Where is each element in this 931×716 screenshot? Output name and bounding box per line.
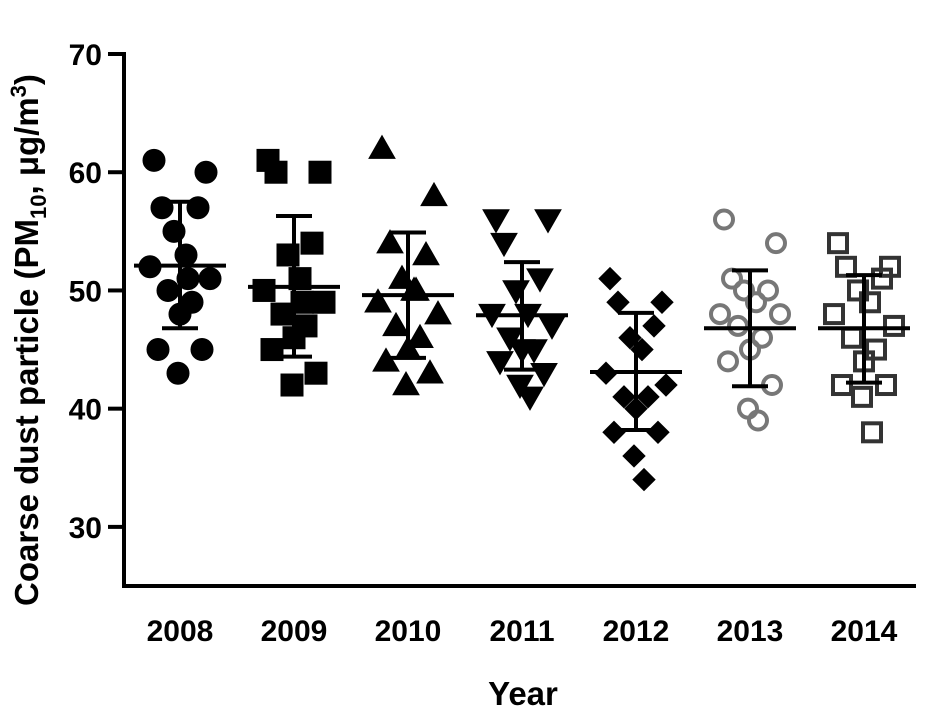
x-tick-label: 2010 — [375, 615, 442, 648]
data-point — [376, 229, 404, 254]
data-point — [757, 279, 779, 302]
data-point — [733, 279, 755, 302]
data-point — [308, 160, 332, 184]
data-point — [745, 291, 767, 314]
data-point — [851, 385, 873, 408]
data-point — [252, 278, 276, 302]
data-point — [709, 303, 731, 326]
data-point — [190, 338, 214, 362]
data-point — [198, 267, 222, 291]
data-point — [530, 362, 558, 388]
data-point — [831, 374, 853, 397]
data-point — [526, 268, 554, 293]
data-point — [270, 302, 294, 326]
y-axis-title-text: Coarse dust particle (PM10, μg/m3) — [6, 74, 51, 606]
data-point — [194, 160, 218, 184]
y-tick-label: 30 — [69, 512, 102, 545]
data-point — [416, 359, 444, 384]
x-axis-title: Year — [488, 675, 558, 712]
data-point — [392, 371, 420, 396]
data-point — [312, 290, 336, 314]
x-tick-label: 2012 — [603, 615, 670, 648]
data-point — [823, 303, 845, 326]
data-point — [871, 267, 893, 290]
data-point — [765, 232, 787, 255]
data-point — [847, 279, 869, 302]
data-point — [606, 290, 630, 314]
data-point — [538, 315, 566, 340]
data-point — [747, 409, 769, 432]
data-point — [290, 290, 314, 314]
data-point — [642, 314, 666, 338]
data-point — [364, 288, 392, 313]
data-point — [534, 209, 562, 234]
data-point — [612, 385, 636, 409]
data-point — [861, 421, 883, 444]
data-point — [865, 338, 887, 361]
data-point — [654, 373, 678, 397]
y-tick-label: 60 — [69, 157, 102, 190]
data-point — [841, 326, 863, 349]
data-point — [650, 290, 674, 314]
data-point — [382, 311, 410, 337]
data-point — [632, 467, 656, 492]
data-point — [883, 314, 905, 337]
y-tick-label: 40 — [69, 394, 102, 427]
data-point — [636, 385, 660, 409]
data-point — [176, 267, 200, 291]
data-point — [598, 266, 622, 291]
data-point — [713, 208, 735, 231]
data-point — [646, 420, 670, 445]
data-point — [859, 291, 881, 314]
data-point — [300, 231, 324, 255]
data-point — [146, 338, 170, 362]
data-point — [622, 444, 646, 468]
data-point — [156, 278, 180, 302]
data-point — [717, 350, 739, 373]
x-tick-label: 2009 — [261, 615, 328, 648]
y-axis-title: Coarse dust particle (PM10, μg/m3) — [6, 74, 51, 606]
data-point — [727, 314, 749, 337]
data-point — [424, 300, 452, 325]
data-point — [827, 232, 849, 255]
data-point — [502, 280, 530, 305]
data-point — [142, 148, 166, 172]
data-point — [602, 420, 626, 445]
data-point — [412, 240, 440, 266]
data-point — [368, 134, 396, 159]
y-ticks: 30 40 50 60 70 — [69, 39, 124, 545]
y-tick-label: 70 — [69, 39, 102, 72]
y-tick-label: 50 — [69, 275, 102, 308]
x-tick-label: 2013 — [717, 615, 784, 648]
data-point — [875, 374, 897, 397]
axes — [122, 52, 916, 588]
data-point — [482, 209, 510, 234]
x-tick-label: 2014 — [831, 615, 898, 648]
x-tick-label: 2008 — [147, 615, 214, 648]
data-point — [490, 232, 518, 258]
data-point — [769, 303, 791, 326]
data-point — [486, 351, 514, 376]
data-point — [737, 397, 759, 420]
x-tick-label: 2011 — [489, 615, 554, 648]
mean-sd-bars — [134, 199, 910, 432]
data-point — [264, 160, 288, 184]
data-point — [280, 373, 304, 397]
data-point — [304, 361, 328, 385]
data-point — [420, 181, 448, 207]
x-tick-labels: 2008 2009 2010 2011 2012 2013 2014 — [147, 615, 898, 648]
data-point — [516, 386, 544, 411]
axis-lines — [122, 52, 916, 588]
data-point — [166, 361, 190, 385]
data-point — [406, 323, 434, 348]
